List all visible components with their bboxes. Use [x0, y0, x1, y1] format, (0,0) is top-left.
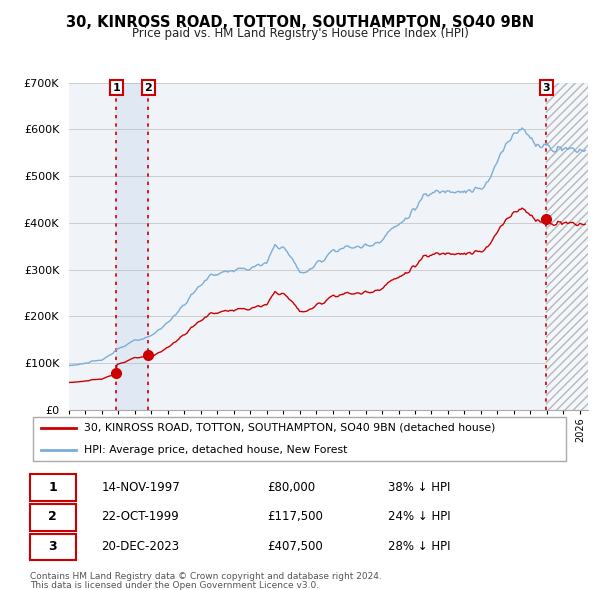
- Text: 20-DEC-2023: 20-DEC-2023: [101, 540, 179, 553]
- Text: 2: 2: [49, 510, 57, 523]
- FancyBboxPatch shape: [29, 474, 76, 501]
- Text: Contains HM Land Registry data © Crown copyright and database right 2024.: Contains HM Land Registry data © Crown c…: [30, 572, 382, 581]
- Text: 30, KINROSS ROAD, TOTTON, SOUTHAMPTON, SO40 9BN: 30, KINROSS ROAD, TOTTON, SOUTHAMPTON, S…: [66, 15, 534, 30]
- Bar: [116, 83, 148, 410]
- Text: Price paid vs. HM Land Registry's House Price Index (HPI): Price paid vs. HM Land Registry's House …: [131, 27, 469, 40]
- Bar: [546, 83, 588, 410]
- Text: £117,500: £117,500: [267, 510, 323, 523]
- Text: 38% ↓ HPI: 38% ↓ HPI: [388, 481, 451, 494]
- Text: 3: 3: [49, 540, 57, 553]
- Text: 28% ↓ HPI: 28% ↓ HPI: [388, 540, 451, 553]
- FancyBboxPatch shape: [29, 504, 76, 531]
- Text: 30, KINROSS ROAD, TOTTON, SOUTHAMPTON, SO40 9BN (detached house): 30, KINROSS ROAD, TOTTON, SOUTHAMPTON, S…: [84, 423, 496, 433]
- Text: 2: 2: [145, 83, 152, 93]
- Text: HPI: Average price, detached house, New Forest: HPI: Average price, detached house, New …: [84, 445, 347, 455]
- FancyBboxPatch shape: [29, 534, 76, 560]
- Bar: [546, 83, 588, 410]
- Text: 3: 3: [542, 83, 550, 93]
- FancyBboxPatch shape: [33, 417, 566, 461]
- Text: 24% ↓ HPI: 24% ↓ HPI: [388, 510, 451, 523]
- Text: This data is licensed under the Open Government Licence v3.0.: This data is licensed under the Open Gov…: [30, 581, 319, 590]
- Text: £407,500: £407,500: [267, 540, 323, 553]
- Text: £80,000: £80,000: [267, 481, 315, 494]
- Text: 1: 1: [49, 481, 57, 494]
- Text: 14-NOV-1997: 14-NOV-1997: [101, 481, 180, 494]
- Text: 22-OCT-1999: 22-OCT-1999: [101, 510, 179, 523]
- Text: 1: 1: [113, 83, 120, 93]
